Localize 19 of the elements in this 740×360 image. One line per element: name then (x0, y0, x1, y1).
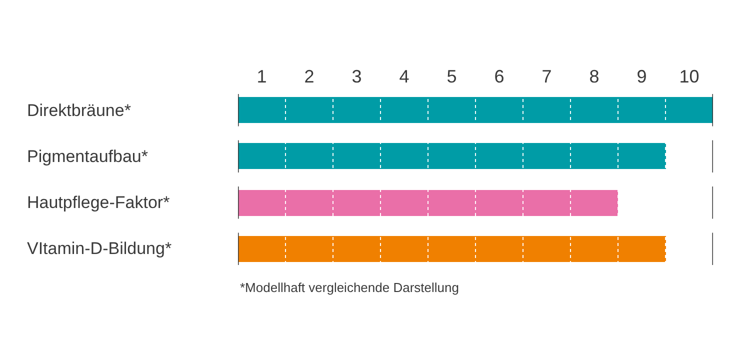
bar (238, 97, 713, 123)
x-tick-label: 4 (399, 66, 410, 86)
y-tick-label: Pigmentaufbau* (27, 147, 148, 166)
bar (238, 143, 666, 169)
text: *Modellhaft vergleichende Darstellung (240, 280, 459, 295)
bar (238, 190, 618, 216)
x-tick-label: 7 (542, 66, 552, 86)
x-tick-label: 3 (352, 66, 362, 86)
x-tick-label: 6 (494, 66, 504, 86)
bar (238, 236, 666, 262)
x-tick-label: 10 (679, 66, 700, 86)
y-tick-label: Hautpflege-Faktor* (27, 193, 170, 212)
x-tick-label: 9 (636, 66, 647, 86)
x-tick-label: 8 (589, 66, 600, 86)
x-tick-label: 2 (304, 66, 314, 86)
x-tick-label: 1 (256, 66, 267, 86)
y-tick-label: VItamin-D-Bildung* (27, 239, 172, 258)
y-tick-label: Direktbräune* (27, 101, 132, 120)
x-tick-label: 5 (446, 66, 457, 86)
